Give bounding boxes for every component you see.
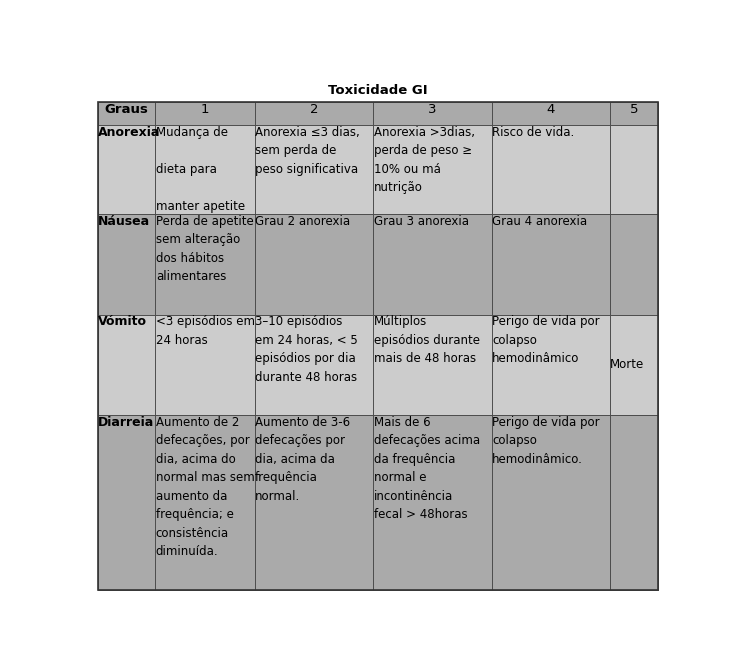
Text: Náusea: Náusea: [98, 214, 150, 228]
Bar: [374, 314, 492, 415]
Text: Risco de vida.: Risco de vida.: [492, 126, 574, 138]
Bar: [610, 102, 658, 125]
Text: Grau 3 anorexia: Grau 3 anorexia: [374, 214, 469, 228]
Text: Morte: Morte: [610, 358, 645, 372]
Text: Mudança de

dieta para

manter apetite: Mudança de dieta para manter apetite: [156, 126, 245, 212]
Bar: [156, 125, 255, 214]
Text: 5: 5: [629, 103, 638, 116]
Text: Perigo de vida por
colapso
hemodinâmico: Perigo de vida por colapso hemodinâmico: [492, 315, 600, 365]
Text: 3: 3: [428, 103, 437, 116]
Text: Múltiplos
episódios durante
mais de 48 horas: Múltiplos episódios durante mais de 48 h…: [374, 315, 480, 365]
Bar: [610, 214, 658, 314]
Bar: [610, 314, 658, 415]
Text: Anorexia ≤3 dias,
sem perda de
peso significativa: Anorexia ≤3 dias, sem perda de peso sign…: [255, 126, 360, 175]
Bar: [610, 314, 658, 415]
Bar: [97, 415, 156, 591]
Text: Grau 4 anorexia: Grau 4 anorexia: [492, 214, 587, 228]
Bar: [97, 314, 156, 415]
Text: Diarreia: Diarreia: [98, 416, 154, 429]
Bar: [374, 125, 492, 214]
Bar: [97, 125, 156, 214]
Text: Perda de apetite
sem alteração
dos hábitos
alimentares: Perda de apetite sem alteração dos hábit…: [156, 214, 254, 283]
Text: Anorexia: Anorexia: [98, 126, 160, 138]
Bar: [156, 415, 255, 591]
Text: Anorexia >3dias,
perda de peso ≥
10% ou má
nutrição: Anorexia >3dias, perda de peso ≥ 10% ou …: [374, 126, 475, 194]
Bar: [492, 125, 610, 214]
Text: <3 episódios em
24 horas: <3 episódios em 24 horas: [156, 315, 255, 347]
Bar: [255, 415, 374, 591]
Bar: [255, 125, 374, 214]
Bar: [255, 102, 374, 125]
Bar: [97, 214, 156, 314]
Bar: [610, 125, 658, 214]
Bar: [492, 314, 610, 415]
Bar: [156, 314, 255, 415]
Text: Graus: Graus: [105, 103, 148, 116]
Bar: [610, 125, 658, 214]
Bar: [374, 214, 492, 314]
Bar: [255, 314, 374, 415]
Text: Grau 2 anorexia: Grau 2 anorexia: [255, 214, 350, 228]
Bar: [610, 415, 658, 591]
Text: Toxicidade GI: Toxicidade GI: [328, 85, 427, 97]
Bar: [156, 102, 255, 125]
Bar: [492, 415, 610, 591]
Text: 2: 2: [310, 103, 318, 116]
Bar: [374, 415, 492, 591]
Text: Mais de 6
defecações acima
da frequência
normal e
incontinência
fecal > 48horas: Mais de 6 defecações acima da frequência…: [374, 416, 480, 521]
Text: Aumento de 2
defecações, por
dia, acima do
normal mas sem
aumento da
frequência;: Aumento de 2 defecações, por dia, acima …: [156, 416, 254, 558]
Bar: [492, 214, 610, 314]
Bar: [610, 415, 658, 591]
Bar: [492, 102, 610, 125]
Bar: [374, 102, 492, 125]
Text: Vómito: Vómito: [98, 315, 147, 328]
Text: Perigo de vida por
colapso
hemodinâmico.: Perigo de vida por colapso hemodinâmico.: [492, 416, 600, 466]
Text: Aumento de 3-6
defecações por
dia, acima da
frequência
normal.: Aumento de 3-6 defecações por dia, acima…: [255, 416, 350, 503]
Bar: [97, 102, 156, 125]
Text: 3–10 episódios
em 24 horas, < 5
episódios por dia
durante 48 horas: 3–10 episódios em 24 horas, < 5 episódio…: [255, 315, 358, 384]
Bar: [156, 214, 255, 314]
Bar: [610, 214, 658, 314]
Text: 4: 4: [547, 103, 555, 116]
Text: 1: 1: [201, 103, 209, 116]
Bar: [255, 214, 374, 314]
